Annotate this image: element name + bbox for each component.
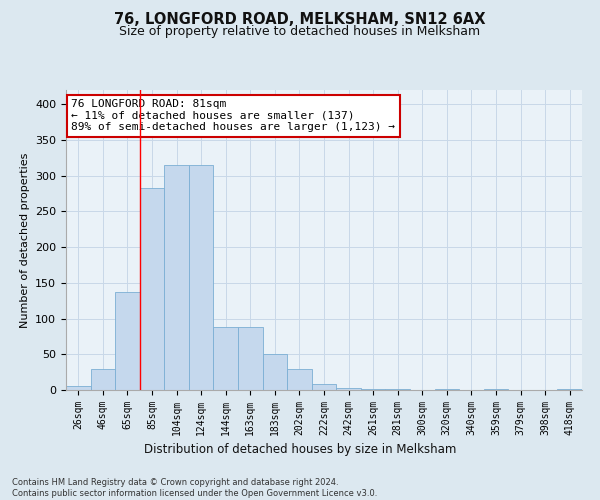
Bar xyxy=(336,388,361,390)
Text: Contains HM Land Registry data © Crown copyright and database right 2024.
Contai: Contains HM Land Registry data © Crown c… xyxy=(12,478,377,498)
Bar xyxy=(287,368,312,390)
Bar xyxy=(238,327,263,390)
Bar xyxy=(115,292,140,390)
Y-axis label: Number of detached properties: Number of detached properties xyxy=(20,152,29,328)
Text: Size of property relative to detached houses in Melksham: Size of property relative to detached ho… xyxy=(119,25,481,38)
Bar xyxy=(164,165,189,390)
Text: Distribution of detached houses by size in Melksham: Distribution of detached houses by size … xyxy=(144,442,456,456)
Bar xyxy=(361,388,385,390)
Bar xyxy=(189,165,214,390)
Bar xyxy=(140,188,164,390)
Bar xyxy=(214,327,238,390)
Bar xyxy=(312,384,336,390)
Text: 76 LONGFORD ROAD: 81sqm
← 11% of detached houses are smaller (137)
89% of semi-d: 76 LONGFORD ROAD: 81sqm ← 11% of detache… xyxy=(71,99,395,132)
Text: 76, LONGFORD ROAD, MELKSHAM, SN12 6AX: 76, LONGFORD ROAD, MELKSHAM, SN12 6AX xyxy=(114,12,486,28)
Bar xyxy=(263,354,287,390)
Bar xyxy=(66,386,91,390)
Bar xyxy=(91,368,115,390)
